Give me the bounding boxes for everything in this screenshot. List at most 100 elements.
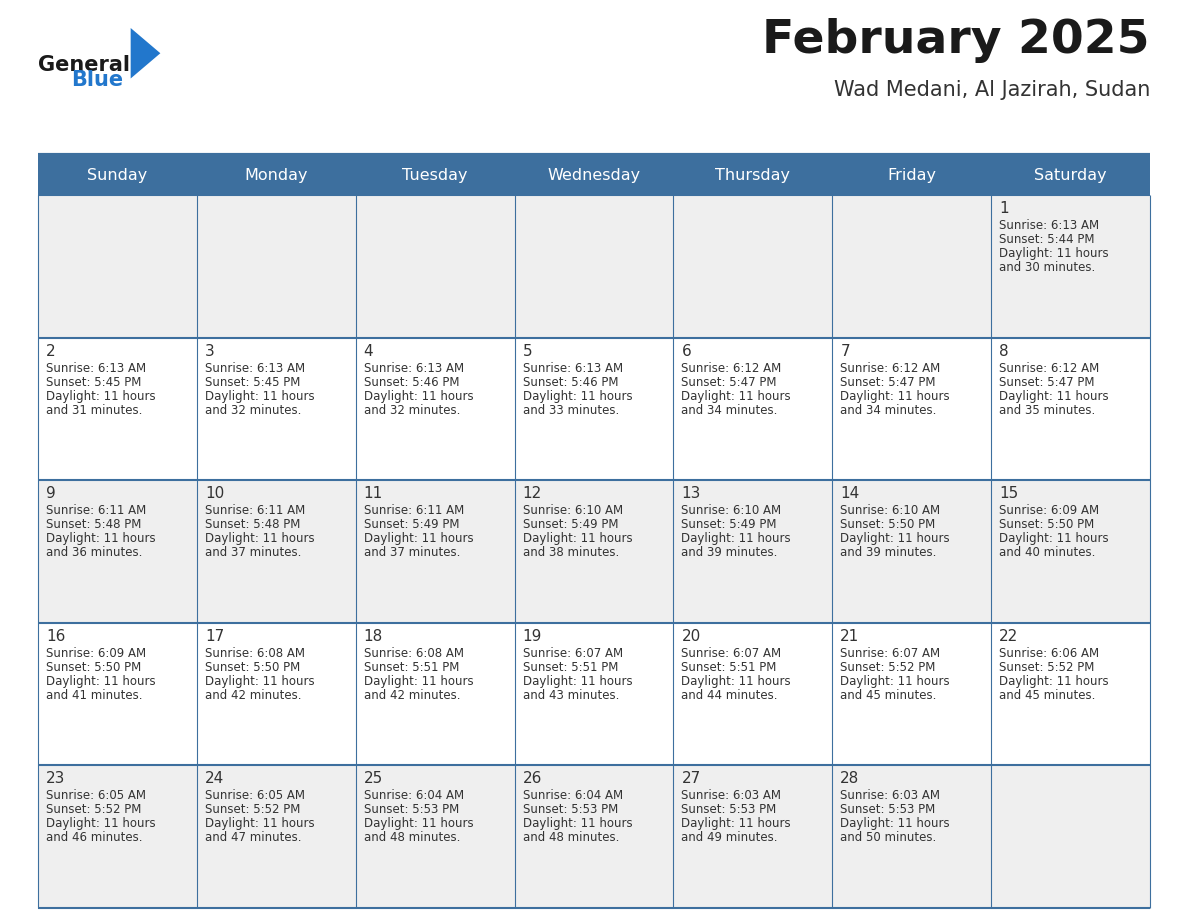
Text: 10: 10 — [204, 487, 225, 501]
Bar — [38, 766, 1150, 908]
Text: and 48 minutes.: and 48 minutes. — [364, 832, 460, 845]
Text: 11: 11 — [364, 487, 383, 501]
Text: and 33 minutes.: and 33 minutes. — [523, 404, 619, 417]
Text: 19: 19 — [523, 629, 542, 644]
Text: 20: 20 — [682, 629, 701, 644]
Text: Daylight: 11 hours: Daylight: 11 hours — [46, 817, 156, 831]
Text: Sunset: 5:49 PM: Sunset: 5:49 PM — [682, 518, 777, 532]
Text: Sunset: 5:47 PM: Sunset: 5:47 PM — [999, 375, 1094, 388]
Text: Sunrise: 6:11 AM: Sunrise: 6:11 AM — [46, 504, 146, 517]
Text: 17: 17 — [204, 629, 225, 644]
Text: Daylight: 11 hours: Daylight: 11 hours — [840, 817, 950, 831]
Text: Daylight: 11 hours: Daylight: 11 hours — [364, 389, 473, 403]
Text: General: General — [38, 55, 129, 75]
Text: Sunrise: 6:05 AM: Sunrise: 6:05 AM — [46, 789, 146, 802]
Text: Sunset: 5:48 PM: Sunset: 5:48 PM — [46, 518, 141, 532]
Text: Sunrise: 6:12 AM: Sunrise: 6:12 AM — [840, 362, 941, 375]
Text: Sunset: 5:52 PM: Sunset: 5:52 PM — [999, 661, 1094, 674]
Text: Sunrise: 6:08 AM: Sunrise: 6:08 AM — [204, 647, 305, 660]
Text: Friday: Friday — [887, 167, 936, 183]
Text: Daylight: 11 hours: Daylight: 11 hours — [840, 675, 950, 688]
Text: 28: 28 — [840, 771, 860, 787]
Text: Daylight: 11 hours: Daylight: 11 hours — [682, 389, 791, 403]
Text: Sunrise: 6:13 AM: Sunrise: 6:13 AM — [999, 219, 1099, 232]
Text: 4: 4 — [364, 343, 373, 359]
Text: Tuesday: Tuesday — [403, 167, 468, 183]
Text: Sunset: 5:51 PM: Sunset: 5:51 PM — [523, 661, 618, 674]
Text: and 36 minutes.: and 36 minutes. — [46, 546, 143, 559]
Text: and 34 minutes.: and 34 minutes. — [682, 404, 778, 417]
Text: Daylight: 11 hours: Daylight: 11 hours — [46, 675, 156, 688]
Text: Sunset: 5:53 PM: Sunset: 5:53 PM — [840, 803, 935, 816]
Text: Sunset: 5:51 PM: Sunset: 5:51 PM — [364, 661, 459, 674]
Text: and 40 minutes.: and 40 minutes. — [999, 546, 1095, 559]
Text: and 48 minutes.: and 48 minutes. — [523, 832, 619, 845]
Text: Sunrise: 6:05 AM: Sunrise: 6:05 AM — [204, 789, 305, 802]
Text: Sunrise: 6:06 AM: Sunrise: 6:06 AM — [999, 647, 1099, 660]
Text: February 2025: February 2025 — [763, 18, 1150, 63]
Text: Sunrise: 6:10 AM: Sunrise: 6:10 AM — [682, 504, 782, 517]
Text: Wad Medani, Al Jazirah, Sudan: Wad Medani, Al Jazirah, Sudan — [834, 80, 1150, 100]
Text: Daylight: 11 hours: Daylight: 11 hours — [999, 532, 1108, 545]
Text: Daylight: 11 hours: Daylight: 11 hours — [204, 532, 315, 545]
Text: Daylight: 11 hours: Daylight: 11 hours — [682, 532, 791, 545]
Text: Sunrise: 6:07 AM: Sunrise: 6:07 AM — [840, 647, 941, 660]
Text: Sunrise: 6:07 AM: Sunrise: 6:07 AM — [523, 647, 623, 660]
Text: Sunset: 5:50 PM: Sunset: 5:50 PM — [46, 661, 141, 674]
Text: Sunset: 5:53 PM: Sunset: 5:53 PM — [682, 803, 777, 816]
Text: Daylight: 11 hours: Daylight: 11 hours — [364, 532, 473, 545]
Text: 2: 2 — [46, 343, 56, 359]
Text: Sunset: 5:50 PM: Sunset: 5:50 PM — [999, 518, 1094, 532]
Text: Sunset: 5:46 PM: Sunset: 5:46 PM — [364, 375, 460, 388]
Text: Daylight: 11 hours: Daylight: 11 hours — [204, 817, 315, 831]
Text: 21: 21 — [840, 629, 860, 644]
Text: and 45 minutes.: and 45 minutes. — [999, 688, 1095, 701]
Text: 16: 16 — [46, 629, 65, 644]
Text: and 37 minutes.: and 37 minutes. — [204, 546, 302, 559]
Text: Sunset: 5:52 PM: Sunset: 5:52 PM — [46, 803, 141, 816]
Text: Sunset: 5:51 PM: Sunset: 5:51 PM — [682, 661, 777, 674]
Text: 13: 13 — [682, 487, 701, 501]
Text: and 41 minutes.: and 41 minutes. — [46, 688, 143, 701]
Text: and 38 minutes.: and 38 minutes. — [523, 546, 619, 559]
Text: Daylight: 11 hours: Daylight: 11 hours — [840, 532, 950, 545]
Text: Daylight: 11 hours: Daylight: 11 hours — [523, 389, 632, 403]
Text: Sunrise: 6:10 AM: Sunrise: 6:10 AM — [523, 504, 623, 517]
Text: 26: 26 — [523, 771, 542, 787]
Text: Sunrise: 6:04 AM: Sunrise: 6:04 AM — [523, 789, 623, 802]
Polygon shape — [131, 28, 160, 79]
Text: Sunday: Sunday — [87, 167, 147, 183]
Text: and 39 minutes.: and 39 minutes. — [682, 546, 778, 559]
Text: Sunset: 5:49 PM: Sunset: 5:49 PM — [523, 518, 618, 532]
Text: Sunset: 5:49 PM: Sunset: 5:49 PM — [364, 518, 460, 532]
Text: and 50 minutes.: and 50 minutes. — [840, 832, 936, 845]
Text: and 49 minutes.: and 49 minutes. — [682, 832, 778, 845]
Text: Blue: Blue — [71, 70, 124, 90]
Text: and 30 minutes.: and 30 minutes. — [999, 261, 1095, 274]
Text: Sunrise: 6:09 AM: Sunrise: 6:09 AM — [46, 647, 146, 660]
Text: and 39 minutes.: and 39 minutes. — [840, 546, 936, 559]
Bar — [38, 195, 1150, 338]
Text: Daylight: 11 hours: Daylight: 11 hours — [46, 532, 156, 545]
Text: Sunset: 5:53 PM: Sunset: 5:53 PM — [523, 803, 618, 816]
Text: Sunrise: 6:07 AM: Sunrise: 6:07 AM — [682, 647, 782, 660]
Text: and 32 minutes.: and 32 minutes. — [364, 404, 460, 417]
Text: and 47 minutes.: and 47 minutes. — [204, 832, 302, 845]
Text: Sunset: 5:44 PM: Sunset: 5:44 PM — [999, 233, 1094, 246]
Text: Sunset: 5:53 PM: Sunset: 5:53 PM — [364, 803, 459, 816]
Text: Sunrise: 6:11 AM: Sunrise: 6:11 AM — [364, 504, 465, 517]
Text: and 46 minutes.: and 46 minutes. — [46, 832, 143, 845]
Text: Sunrise: 6:03 AM: Sunrise: 6:03 AM — [682, 789, 782, 802]
Text: and 45 minutes.: and 45 minutes. — [840, 688, 936, 701]
Text: Sunrise: 6:13 AM: Sunrise: 6:13 AM — [364, 362, 463, 375]
Bar — [38, 338, 1150, 480]
Text: 23: 23 — [46, 771, 65, 787]
Text: Daylight: 11 hours: Daylight: 11 hours — [364, 675, 473, 688]
Text: Sunrise: 6:11 AM: Sunrise: 6:11 AM — [204, 504, 305, 517]
Text: Daylight: 11 hours: Daylight: 11 hours — [523, 817, 632, 831]
Text: Daylight: 11 hours: Daylight: 11 hours — [46, 389, 156, 403]
Text: Sunset: 5:47 PM: Sunset: 5:47 PM — [840, 375, 936, 388]
Text: Sunset: 5:48 PM: Sunset: 5:48 PM — [204, 518, 301, 532]
Text: Monday: Monday — [245, 167, 308, 183]
Bar — [38, 622, 1150, 766]
